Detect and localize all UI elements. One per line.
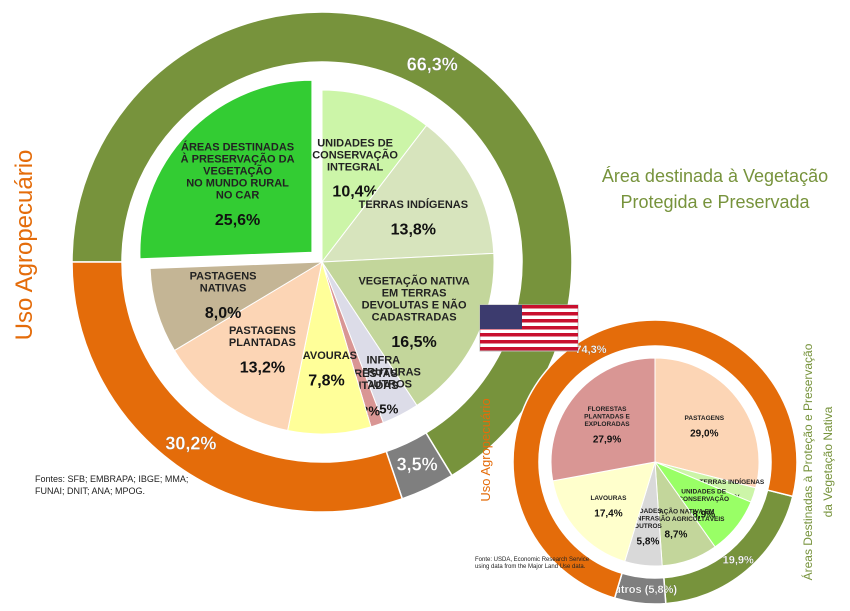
slice-value: 7,8% bbox=[308, 373, 344, 390]
slice-label-line: DEVOLUTAS E NÃO bbox=[362, 299, 467, 312]
slice-label-line: VEGETAÇÃO NATIVA EM bbox=[637, 506, 714, 515]
slice-label-line: TERRAS INDÍGENAS bbox=[700, 477, 765, 486]
slice-label: UNIDADES DE CONSERVAÇÃO INTEGRAL bbox=[312, 137, 398, 173]
pie-slice bbox=[149, 261, 323, 352]
ring-segment bbox=[71, 11, 573, 477]
pie-slice bbox=[654, 357, 760, 489]
ring-label: 66,3% bbox=[407, 55, 458, 75]
slice-value: 8,9% bbox=[692, 510, 715, 521]
slice-value: 13,8% bbox=[391, 221, 436, 238]
right-label: Áreas Destinadas à Proteção e Preservaçã… bbox=[800, 343, 835, 580]
slice-label-line: NO CAR bbox=[216, 190, 259, 202]
slice-label-line: VEGETAÇÃO NATIVA bbox=[358, 275, 469, 288]
pie-slice bbox=[552, 461, 656, 563]
slice-label-line: LAVOURAS bbox=[590, 495, 627, 502]
source-line: Fonte: USDA, Economic Research Service bbox=[475, 557, 590, 563]
slice-label-line: UNIDADES DE bbox=[681, 489, 726, 496]
slice-value: 8,0% bbox=[205, 305, 241, 322]
us-flag bbox=[479, 304, 579, 352]
slice-label-line: CADASTRADAS bbox=[372, 312, 457, 324]
ring-label: 19,9% bbox=[723, 554, 754, 566]
ring-segment bbox=[512, 319, 798, 600]
slice-label: VEGETAÇÃO NATIVA EM TERRAS NÃO AGRICULTÁV… bbox=[627, 506, 725, 523]
ring-label: 3,5% bbox=[397, 455, 438, 475]
slice-label: LAVOURAS bbox=[296, 350, 357, 362]
slice-label: CIDADES, INFRAS, OUTROS bbox=[632, 508, 663, 530]
right-label-line: Protegida e Preservada bbox=[620, 192, 810, 212]
slice-label-line: INFRAS, bbox=[635, 515, 661, 522]
slice-label-line: PLANTADAS bbox=[229, 337, 296, 349]
pie-slice bbox=[139, 79, 313, 260]
pie-slice bbox=[321, 252, 495, 407]
slice-label-line: PASTAGENS bbox=[190, 270, 257, 282]
slice-label-line: FLORESTAS bbox=[588, 406, 628, 413]
right-label: Área destinada à Vegetação Protegida e Pr… bbox=[602, 166, 828, 212]
right-label-line: da Vegetação Nativa bbox=[821, 406, 835, 517]
slice-value: 10,4% bbox=[332, 184, 377, 201]
slice-label: ÁREAS DESTINADAS À PRESERVAÇÃO DA VEGETAÇÃ… bbox=[181, 141, 295, 202]
pie-slice bbox=[321, 89, 428, 264]
slice-label-line: TERRAS NÃO AGRICULTÁVEIS bbox=[627, 514, 725, 523]
right-label-line: Áreas Destinadas à Proteção e Preservaçã… bbox=[800, 343, 815, 580]
slice-label-line: PLANTADAS E bbox=[584, 413, 630, 420]
slice-label: TERRAS INDÍGENAS bbox=[359, 198, 468, 211]
slice-label-line: OUTROS bbox=[634, 523, 662, 530]
pie-slice bbox=[320, 124, 495, 263]
slice-label: UNIDADES DE CONSERVAÇÃO bbox=[678, 489, 729, 504]
left-label: Uso Agropecuário bbox=[11, 150, 38, 341]
slice-value: 8,7% bbox=[665, 529, 688, 540]
slice-label: VEGETAÇÃO NATIVA EM TERRAS DEVOLUTAS E NÃO… bbox=[358, 275, 469, 324]
ring-label: 30,2% bbox=[165, 434, 216, 454]
source-note: Fonte: USDA, Economic Research Service us… bbox=[475, 557, 590, 570]
slice-value: 27,9% bbox=[593, 434, 621, 445]
slice-value: 16,5% bbox=[391, 334, 436, 351]
slice-value: 5,8% bbox=[637, 536, 660, 547]
slice-value: 17,4% bbox=[594, 508, 622, 519]
ring-label: 74,3% bbox=[575, 344, 606, 356]
slice-label-line: CIDADES, bbox=[632, 508, 663, 515]
slice-value: 13,2% bbox=[240, 360, 285, 377]
slice-label-line: À PRESERVAÇÃO DA bbox=[181, 153, 295, 166]
slice-label-line: VEGETAÇÃO bbox=[203, 165, 272, 178]
slice-label-line: UNIDADES DE bbox=[317, 137, 393, 149]
source-line: FUNAI; DNIT; ANA; MPOG. bbox=[35, 486, 145, 496]
donut-chart: 66,3%3,5%30,2%UNIDADES DE CONSERVAÇÃO INTE… bbox=[11, 11, 828, 513]
right-label-line: Área destinada à Vegetação bbox=[602, 166, 828, 186]
source-line: Fontes: SFB; EMBRAPA; IBGE; MMA; bbox=[35, 474, 188, 484]
slice-label-line: ÁREAS DESTINADAS bbox=[181, 141, 294, 154]
ring-label: Outros (5,8%) bbox=[606, 584, 678, 596]
slice-label-line: TERRAS INDÍGENAS bbox=[359, 198, 468, 211]
slice-label: PASTAGENS PLANTADAS bbox=[229, 325, 296, 349]
slice-label-line: EXPLORADAS bbox=[584, 421, 630, 428]
slice-label-line: EM TERRAS bbox=[382, 288, 447, 300]
slice-label-line: CONSERVAÇÃO bbox=[678, 494, 729, 503]
pie-slice bbox=[173, 260, 323, 432]
slice-label-line: INFRA bbox=[366, 354, 400, 366]
slice-label: LAVOURAS bbox=[590, 495, 627, 502]
slice-label-line: NATIVAS bbox=[200, 282, 247, 294]
slice-label: TERRAS INDÍGENAS bbox=[700, 477, 765, 486]
slice-label: PASTAGENS bbox=[685, 415, 725, 422]
slice-label-line: PASTAGENS bbox=[685, 415, 725, 422]
source-note: Fontes: SFB; EMBRAPA; IBGE; MMA; FUNAI; D… bbox=[35, 474, 188, 496]
slice-value: 29,0% bbox=[690, 429, 718, 440]
pie-slice bbox=[550, 357, 656, 482]
slice-value: 25,6% bbox=[215, 212, 260, 229]
left-label: Uso Agropecuário bbox=[478, 398, 493, 501]
slice-label: FLORESTAS PLANTADAS E EXPLORADAS bbox=[584, 406, 630, 428]
source-line: using data from the Major Land Use data. bbox=[475, 564, 586, 570]
slice-label-line: NO MUNDO RURAL bbox=[186, 178, 289, 190]
ring-segment bbox=[71, 261, 404, 513]
slice-label-line: INTEGRAL bbox=[327, 161, 384, 173]
slice-label-line: PASTAGENS bbox=[229, 325, 296, 337]
slice-label: PASTAGENS NATIVAS bbox=[190, 270, 257, 294]
slice-label-line: LAVOURAS bbox=[296, 350, 357, 362]
slice-label-line: CONSERVAÇÃO bbox=[312, 148, 398, 161]
donut-chart: 19,9% Outros (5,8%) 74,3% PASTAGENS 29,0% TER… bbox=[475, 319, 835, 605]
